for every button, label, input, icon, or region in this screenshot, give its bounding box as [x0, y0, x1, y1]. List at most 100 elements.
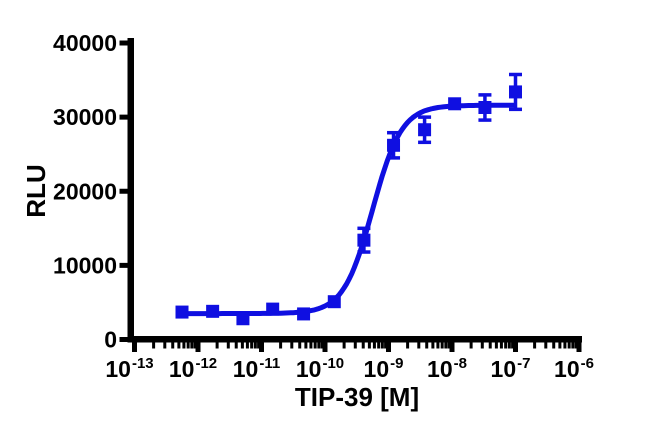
data-points-layer: [175, 85, 522, 326]
data-point: [478, 100, 492, 114]
x-tick-label: 10-9: [364, 355, 404, 382]
x-minor-tick: [152, 342, 156, 349]
x-minor-tick: [499, 342, 503, 349]
x-tick-label: 10-7: [491, 355, 531, 382]
x-minor-tick: [317, 342, 321, 349]
data-point: [509, 85, 522, 99]
x-minor-tick: [353, 342, 357, 349]
x-minor-tick: [257, 342, 261, 349]
y-tick-labels: 0 10000 20000 30000 40000: [53, 30, 117, 353]
fit-curve-layer: [179, 102, 517, 317]
x-axis-line: [127, 336, 582, 343]
x-minor-tick: [377, 342, 381, 349]
x-minor-tick: [507, 342, 511, 349]
x-major-tick: [386, 342, 391, 352]
x-minor-tick: [190, 342, 194, 349]
y-tick-label: 0: [104, 327, 117, 353]
x-tick-label: 10-6: [554, 355, 594, 382]
y-tick-label: 20000: [53, 178, 117, 204]
x-minor-tick: [406, 342, 410, 349]
x-minor-tick: [567, 342, 571, 349]
x-minor-tick: [504, 342, 508, 349]
x-minor-tick: [290, 342, 294, 349]
error-bars-layer: [357, 72, 522, 254]
x-minor-tick: [186, 342, 190, 349]
x-tick-label: 10-12: [169, 355, 217, 382]
x-minor-tick: [436, 342, 440, 349]
x-minor-tick: [215, 342, 219, 349]
x-tick-label: 10-11: [233, 355, 280, 382]
x-major-tick: [132, 342, 137, 352]
y-tick: [119, 262, 128, 268]
x-minor-tick: [298, 342, 302, 349]
x-minor-tick: [563, 342, 567, 349]
x-minor-tick: [469, 342, 473, 349]
x-minor-tick: [380, 342, 384, 349]
data-point: [448, 97, 462, 111]
x-tick-labels: 10-13 10-12 10-11 10-10 10-9 10-8 10-7 10-6: [105, 355, 594, 382]
x-minor-tick: [384, 342, 388, 349]
x-minor-tick: [240, 342, 244, 349]
data-point: [418, 123, 432, 137]
data-point: [387, 138, 401, 152]
x-minor-tick: [279, 342, 283, 349]
data-point: [297, 307, 311, 321]
x-minor-tick: [444, 342, 448, 349]
x-minor-tick: [177, 342, 181, 349]
x-major-tick: [576, 342, 582, 352]
y-axis-title: RLU: [21, 164, 51, 217]
x-minor-tick: [431, 342, 435, 349]
x-minor-tick: [372, 342, 376, 349]
x-minor-tick: [571, 342, 575, 349]
x-minor-tick: [447, 342, 451, 349]
x-tick-label: 10-13: [105, 355, 153, 382]
x-minor-tick: [417, 342, 421, 349]
y-tick-label: 30000: [53, 104, 117, 130]
x-minor-tick: [480, 342, 484, 349]
data-point: [357, 233, 371, 247]
x-major-tick: [259, 342, 264, 352]
y-tick-label: 40000: [53, 30, 117, 56]
fit-curve: [179, 102, 517, 317]
x-minor-tick: [320, 342, 324, 349]
x-minor-tick: [574, 342, 578, 349]
data-point: [206, 304, 220, 318]
x-minor-tick: [171, 342, 175, 349]
x-major-tick: [195, 342, 201, 352]
y-tick: [119, 114, 128, 120]
x-minor-tick: [309, 342, 313, 349]
x-major-tick: [513, 342, 518, 352]
x-minor-tick: [342, 342, 346, 349]
x-minor-tick: [552, 342, 556, 349]
data-point: [266, 302, 280, 316]
y-tick-label: 10000: [53, 252, 117, 278]
x-minor-tick: [193, 342, 197, 349]
x-minor-tick: [182, 342, 186, 349]
y-axis: [119, 38, 134, 343]
x-major-tick: [322, 342, 328, 352]
x-minor-tick: [558, 342, 562, 349]
x-minor-tick: [250, 342, 254, 349]
x-minor-tick: [425, 342, 429, 349]
x-tick-label: 10-8: [427, 355, 467, 382]
y-tick: [119, 337, 128, 342]
x-minor-tick: [361, 342, 365, 349]
x-major-tick: [449, 342, 455, 352]
x-tick-label: 10-10: [296, 355, 344, 382]
x-minor-tick: [494, 342, 498, 349]
y-tick: [119, 40, 128, 46]
x-minor-tick: [234, 342, 238, 349]
data-point: [327, 295, 341, 309]
x-axis: [127, 336, 582, 352]
x-minor-tick: [511, 342, 515, 349]
x-minor-tick: [440, 342, 444, 349]
x-axis-title: TIP-39 [M]: [295, 382, 419, 412]
x-minor-tick: [163, 342, 167, 349]
y-axis-line: [127, 38, 134, 343]
x-minor-tick: [245, 342, 249, 349]
x-minor-tick: [253, 342, 257, 349]
data-point: [236, 312, 250, 326]
data-point: [175, 305, 189, 319]
